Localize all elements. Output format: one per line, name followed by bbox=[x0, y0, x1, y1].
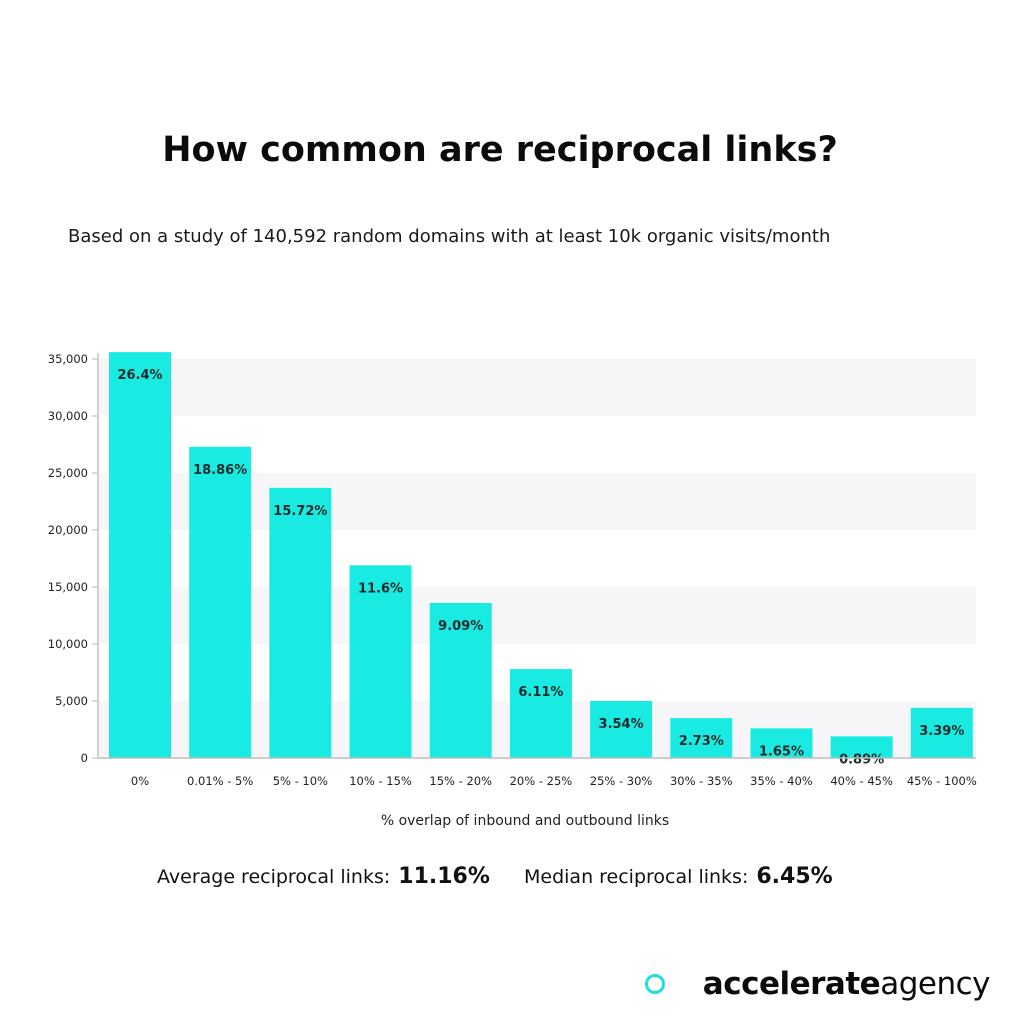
x-tick-label: 40% - 45% bbox=[830, 774, 893, 788]
bar-data-label: 1.65% bbox=[759, 744, 804, 759]
x-tick-label: 5% - 10% bbox=[273, 774, 328, 788]
bar-data-label: 2.73% bbox=[679, 734, 724, 749]
bar-data-label: 6.11% bbox=[518, 685, 563, 700]
y-tick-label: 20,000 bbox=[48, 523, 88, 537]
y-axis: 0 5,000 10,000 15,000 20,000 25,000 30,000 35,0… bbox=[48, 352, 99, 765]
average-stat: Average reciprocal links: 11.16% bbox=[157, 864, 490, 889]
x-axis-label: % overlap of inbound and outbound links bbox=[381, 813, 669, 829]
y-tick-label: 10,000 bbox=[48, 637, 88, 651]
x-tick-label: 35% - 40% bbox=[750, 774, 813, 788]
grid-band bbox=[98, 359, 976, 416]
bar bbox=[349, 565, 412, 758]
bar bbox=[590, 701, 653, 758]
bar-chart: 0 5,000 10,000 15,000 20,000 25,000 30,000 35,0… bbox=[48, 352, 977, 829]
bar bbox=[670, 718, 733, 758]
bar-data-label: 18.86% bbox=[193, 463, 247, 478]
x-tick-label: 25% - 30% bbox=[590, 774, 653, 788]
x-axis: 0% 0.01% - 5% 5% - 10% 10% - 15% 15% - 20% 20… bbox=[98, 757, 977, 788]
bar bbox=[910, 707, 973, 758]
median-label: Median reciprocal links: bbox=[524, 866, 749, 888]
bar bbox=[509, 669, 572, 758]
bars: 26.4% 18.86% 15.72% 11.6% 9.09% 6.11% 3.54% 2.7… bbox=[109, 352, 973, 767]
y-tick-label: 30,000 bbox=[48, 409, 88, 423]
logo-ring-icon bbox=[644, 974, 665, 994]
y-tick-label: 5,000 bbox=[55, 694, 88, 708]
chart-title: How common are reciprocal links? bbox=[162, 130, 838, 170]
bar-data-label: 11.6% bbox=[358, 581, 403, 596]
x-tick-label: 10% - 15% bbox=[349, 774, 412, 788]
bar-data-label: 9.09% bbox=[438, 619, 483, 634]
average-value: 11.16% bbox=[398, 864, 490, 889]
bar-data-label: 15.72% bbox=[273, 504, 327, 519]
y-tick-label: 35,000 bbox=[48, 352, 88, 366]
bar bbox=[269, 487, 332, 758]
y-tick-label: 25,000 bbox=[48, 466, 88, 480]
x-tick-label: 0% bbox=[131, 774, 149, 788]
x-tick-label: 0.01% - 5% bbox=[187, 774, 253, 788]
y-tick-label: 15,000 bbox=[48, 580, 88, 594]
bar-data-label: 3.39% bbox=[919, 724, 964, 739]
bar bbox=[750, 728, 813, 758]
bar bbox=[109, 352, 171, 758]
bar-data-label: 0.89% bbox=[839, 752, 884, 767]
x-tick-label: 30% - 35% bbox=[670, 774, 733, 788]
bar bbox=[830, 736, 893, 758]
bar bbox=[429, 602, 492, 758]
bar-data-label: 26.4% bbox=[117, 368, 162, 383]
chart-subtitle: Based on a study of 140,592 random domai… bbox=[68, 226, 831, 247]
median-stat: Median reciprocal links: 6.45% bbox=[524, 864, 833, 889]
bar bbox=[189, 446, 252, 758]
average-label: Average reciprocal links: bbox=[157, 866, 391, 888]
y-tick-label: 0 bbox=[81, 751, 88, 765]
x-tick-label: 45% - 100% bbox=[907, 774, 977, 788]
logo-word-bold: accelerate bbox=[702, 966, 881, 1002]
x-tick-label: 15% - 20% bbox=[429, 774, 492, 788]
brand-logo: accelerateagency bbox=[644, 966, 991, 1002]
bar-data-label: 3.54% bbox=[599, 717, 644, 732]
logo-wordmark: accelerateagency bbox=[702, 966, 991, 1002]
logo-word-light: agency bbox=[880, 966, 990, 1002]
median-value: 6.45% bbox=[756, 864, 833, 889]
x-tick-label: 20% - 25% bbox=[510, 774, 573, 788]
